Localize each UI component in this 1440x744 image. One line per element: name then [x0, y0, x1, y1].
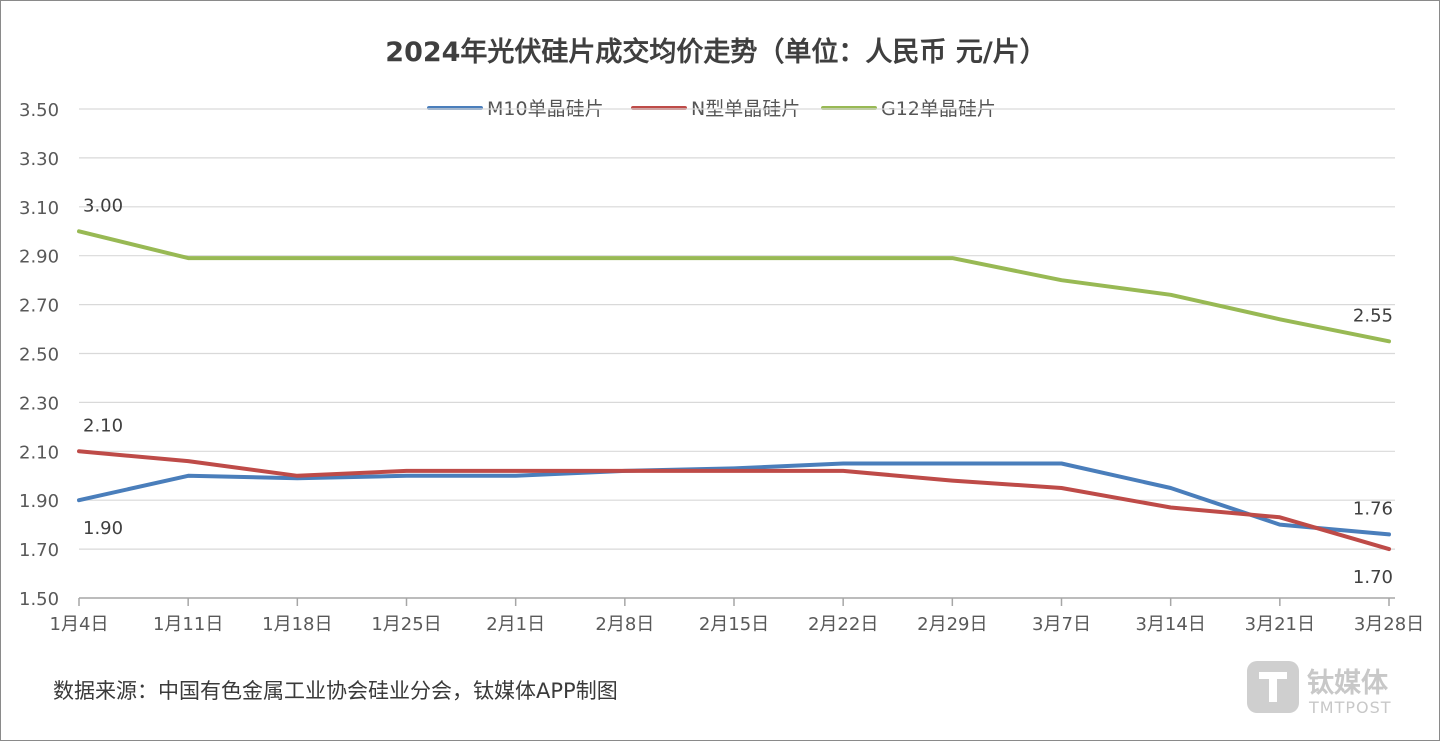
y-tick-label: 2.70 — [19, 296, 59, 317]
data-label: 2.55 — [1353, 305, 1393, 326]
x-tick-label: 2月1日 — [486, 614, 545, 635]
data-label: 3.00 — [83, 195, 123, 216]
y-tick-label: 3.30 — [19, 149, 59, 170]
series-lines — [77, 229, 1391, 552]
grid-lines — [79, 108, 1395, 550]
x-axis: 1月4日 1月11日 1月18日 1月25日 2月1日 2月8日 2月15日 2月22日 2月2… — [50, 597, 1424, 635]
y-tick-label: 3.50 — [19, 100, 59, 121]
y-tick-label: 1.50 — [19, 589, 59, 610]
data-label: 1.76 — [1353, 498, 1393, 519]
watermark-subtext: TMTPOST — [1308, 698, 1392, 717]
chart-title: 2024年光伏硅片成交均价走势（单位：人民币 元/片） — [385, 36, 1046, 68]
watermark-text: 钛媒体 — [1307, 667, 1389, 699]
x-tick-label: 3月14日 — [1135, 614, 1205, 635]
x-tick-label: 1月18日 — [262, 614, 332, 635]
y-axis: 1.50 1.70 1.90 2.10 2.30 2.50 2.70 2.90 3.10 3.30… — [19, 100, 59, 610]
x-tick-label: 2月29日 — [917, 614, 987, 635]
y-tick-label: 1.90 — [19, 491, 59, 512]
x-tick-label: 3月28日 — [1354, 614, 1424, 635]
x-tick-label: 1月11日 — [153, 614, 223, 635]
watermark: 钛媒体 TMTPOST — [1247, 661, 1392, 717]
y-tick-label: 2.30 — [19, 393, 59, 414]
x-tick-label: 2月8日 — [595, 614, 654, 635]
series-line-3 — [77, 229, 1391, 344]
x-tick-label: 1月25日 — [371, 614, 441, 635]
x-tick-label: 1月4日 — [50, 614, 109, 635]
data-label: 1.90 — [83, 518, 123, 539]
series-line-1 — [77, 461, 1391, 537]
series-line-2 — [77, 449, 1391, 552]
source-note: 数据来源：中国有色金属工业协会硅业分会，钛媒体APP制图 — [53, 679, 618, 703]
data-label: 1.70 — [1353, 567, 1393, 588]
y-tick-label: 1.70 — [19, 540, 59, 561]
tmtpost-logo-icon — [1247, 661, 1299, 713]
data-label: 2.10 — [83, 415, 123, 436]
y-tick-label: 2.50 — [19, 345, 59, 366]
y-tick-label: 2.90 — [19, 247, 59, 268]
x-tick-label: 3月7日 — [1032, 614, 1091, 635]
data-labels: 3.00 2.55 2.10 1.90 1.76 1.70 — [83, 195, 1393, 588]
x-tick-label: 2月22日 — [808, 614, 878, 635]
x-tick-label: 2月15日 — [699, 614, 769, 635]
y-tick-label: 2.10 — [19, 442, 59, 463]
y-tick-label: 3.10 — [19, 198, 59, 219]
x-tick-label: 3月21日 — [1245, 614, 1315, 635]
